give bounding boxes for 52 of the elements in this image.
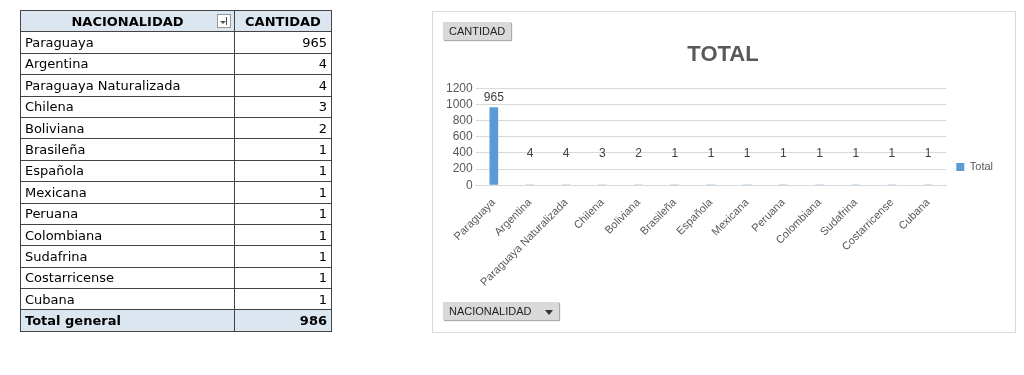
data-label: 1: [816, 145, 824, 160]
data-label: 3: [599, 145, 607, 160]
text: 4: [318, 56, 327, 72]
data-label: 1: [707, 145, 715, 160]
text: Total general: [20, 309, 235, 332]
text: 1: [318, 248, 327, 264]
y-tick-label: 0: [466, 177, 474, 192]
text: 1: [318, 291, 327, 307]
y-tick-label: 800: [452, 112, 474, 127]
data-label: 1: [888, 145, 896, 160]
category-label: Costarricense: [25, 270, 115, 286]
y-tick-label: 1000: [445, 96, 474, 111]
category-label: Paraguaya Naturalizada: [25, 77, 181, 93]
text: 2: [318, 120, 327, 136]
category-label: Sudafrina: [25, 248, 88, 264]
chart-title: TOTAL: [687, 41, 759, 67]
y-tick-label: 1200: [445, 80, 474, 95]
data-label: 4: [526, 145, 534, 160]
text: 4: [318, 77, 327, 93]
y-tick-label: 600: [452, 129, 474, 144]
text: 1: [318, 206, 327, 222]
category-label: Chilena: [25, 99, 74, 115]
text: 1: [318, 163, 327, 179]
legend-label: Total: [969, 160, 994, 173]
text: 1: [318, 227, 327, 243]
text: 3: [318, 99, 327, 115]
data-label: 4: [562, 145, 570, 160]
data-label: 2: [635, 145, 643, 160]
y-axis-title: CANTIDAD: [443, 22, 512, 40]
category-label: Mexicana: [25, 184, 87, 200]
text: NACIONALIDAD: [71, 13, 184, 29]
category-label: Paraguaya: [25, 35, 94, 51]
category-label: Cubana: [25, 291, 75, 307]
data-label: 1: [780, 145, 788, 160]
category-label: Argentina: [25, 56, 89, 72]
x-axis-title: NACIONALIDAD: [443, 302, 559, 320]
data-label: 1: [743, 145, 751, 160]
text: CANTIDAD: [245, 13, 321, 29]
y-tick-label: 200: [452, 161, 474, 176]
category-label: Boliviana: [25, 120, 85, 136]
data-label: 1: [924, 145, 932, 160]
y-tick-label: 400: [452, 145, 474, 160]
category-label: Española: [25, 163, 84, 179]
text: 1: [318, 270, 327, 286]
text: 965: [302, 35, 327, 51]
text: 986: [234, 309, 332, 332]
data-label: 1: [671, 145, 679, 160]
data-label: 1: [852, 145, 860, 160]
text: 1: [318, 184, 327, 200]
text: 1: [318, 142, 327, 158]
category-label: Brasileña: [25, 142, 86, 158]
data-label: 965: [483, 89, 505, 104]
